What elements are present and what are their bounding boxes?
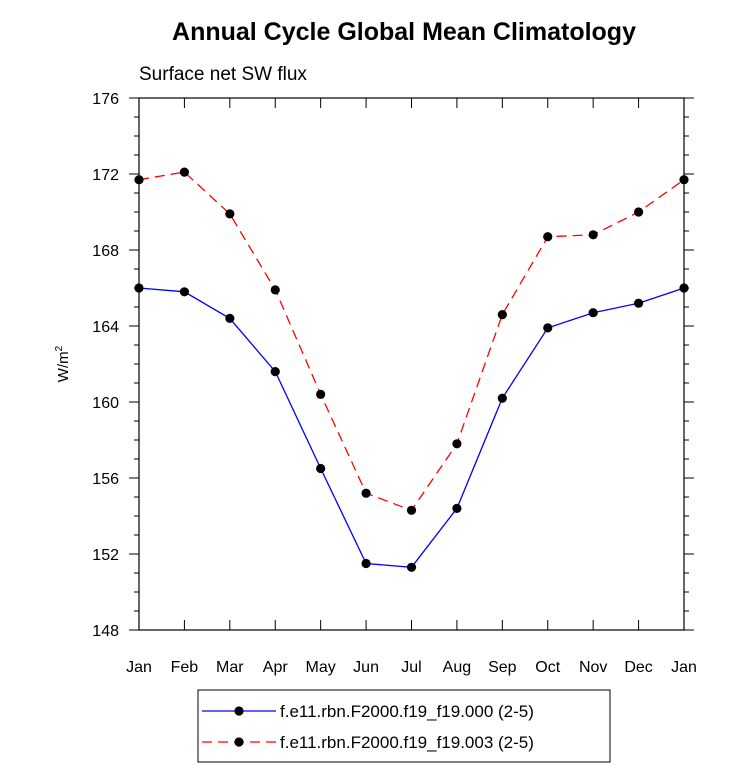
x-tick-label: Oct: [535, 659, 560, 676]
y-tick-label: 160: [92, 395, 119, 412]
legend-label-1: f.e11.rbn.F2000.f19_f19.003 (2-5): [280, 733, 534, 752]
y-tick-label: 156: [92, 471, 119, 488]
x-tick-label: May: [306, 659, 336, 676]
y-tick-label: 148: [92, 623, 119, 640]
x-tick-label: Dec: [624, 659, 652, 676]
x-tick-label: Sep: [488, 659, 517, 676]
y-axis-label-sup: 2: [54, 345, 65, 351]
y-tick-label: 164: [92, 319, 119, 336]
chart-title: Annual Cycle Global Mean Climatology: [172, 18, 636, 46]
x-tick-label: Jan: [671, 659, 697, 676]
series-0-point: [452, 503, 462, 513]
series-0-point: [361, 558, 371, 569]
series-1-point: [406, 505, 417, 515]
svg-text:W/m2: W/m2: [54, 345, 72, 382]
series-0-point: [497, 393, 507, 403]
series-0-point: [225, 313, 235, 323]
series-1-point: [270, 285, 280, 295]
series-0-point: [316, 463, 326, 474]
x-tick-label: Jun: [353, 659, 379, 676]
y-tick-label: 152: [92, 547, 119, 564]
y-tick-label: 176: [92, 91, 119, 108]
series-1-point: [452, 439, 462, 449]
x-tick-label: Apr: [263, 659, 289, 676]
series-0-point: [633, 298, 644, 308]
x-tick-label: Aug: [443, 659, 471, 676]
series-0-point: [179, 287, 190, 297]
series-0-point: [270, 367, 280, 377]
series-1-point: [588, 230, 598, 240]
plot-frame: [138, 97, 685, 631]
series-1-point: [497, 310, 507, 320]
series-1-point: [543, 232, 553, 242]
series-1-point: [633, 207, 644, 217]
legend: f.e11.rbn.F2000.f19_f19.000 (2-5) f.e11.r…: [202, 702, 534, 752]
y-tick-label: 168: [92, 243, 119, 260]
chart-subtitle: Surface net SW flux: [139, 64, 307, 85]
x-tick-label: Jul: [401, 659, 421, 676]
series-0-point: [543, 323, 553, 333]
legend-marker-0: [234, 706, 244, 716]
y-axis-label: W/m2: [54, 345, 72, 382]
x-tick-label: Mar: [216, 659, 244, 676]
series-0-point: [588, 308, 598, 318]
series-0-point: [406, 562, 417, 572]
legend-label-0: f.e11.rbn.F2000.f19_f19.000 (2-5): [280, 702, 534, 721]
series-line-1: [138, 171, 685, 512]
y-tick-label: 172: [92, 167, 119, 184]
legend-marker-1: [234, 737, 244, 747]
x-tick-label: Feb: [171, 659, 199, 676]
x-tick-label: Nov: [579, 659, 607, 676]
series-1-point: [316, 389, 326, 399]
series-line-0: [138, 287, 685, 568]
axis-ticks: Jan Feb Mar Apr May Jun Jul Aug Sep Oct Nov Dec Jan 1…: [92, 91, 697, 676]
x-tick-label: Jan: [126, 659, 152, 676]
series-1-point: [225, 209, 235, 219]
y-axis-label-base: W/m: [55, 351, 72, 382]
series-layer: [134, 167, 689, 572]
series-1-point: [361, 488, 371, 498]
legend-box: [197, 689, 611, 763]
series-1-point: [179, 167, 190, 177]
